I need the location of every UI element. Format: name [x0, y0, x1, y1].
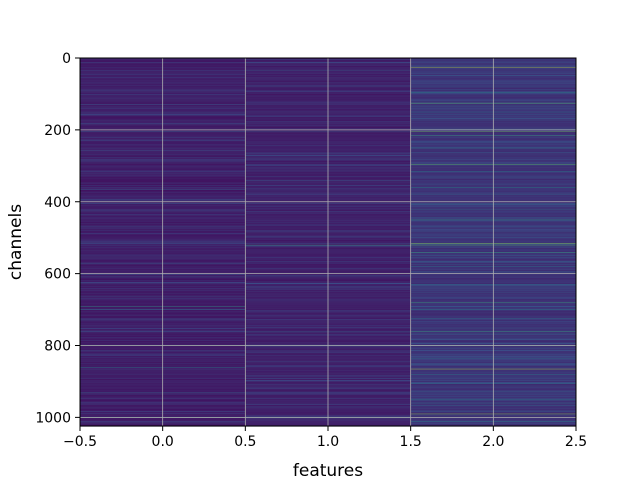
x-tick-label: 2.0 — [482, 434, 504, 450]
y-tick-label: 400 — [44, 195, 71, 211]
y-tick-label: 200 — [44, 123, 71, 139]
y-axis-ticks: 0 200 400 600 800 1000 — [35, 51, 80, 426]
x-tick-label: −0.5 — [63, 434, 97, 450]
x-axis-ticks: −0.5 0.0 0.5 1.0 1.5 2.0 2.5 — [63, 426, 587, 450]
x-tick-label: 1.5 — [400, 434, 422, 450]
x-tick-label: 0.0 — [152, 434, 174, 450]
x-axis-label: features — [293, 461, 363, 480]
y-tick-label: 600 — [44, 267, 71, 283]
y-tick-label: 800 — [44, 339, 71, 355]
y-tick-label: 0 — [62, 51, 71, 67]
x-tick-label: 0.5 — [234, 434, 256, 450]
x-tick-label: 2.5 — [565, 434, 587, 450]
y-axis-label: channels — [6, 204, 26, 280]
x-tick-label: 1.0 — [317, 434, 339, 450]
y-tick-label: 1000 — [35, 410, 71, 426]
